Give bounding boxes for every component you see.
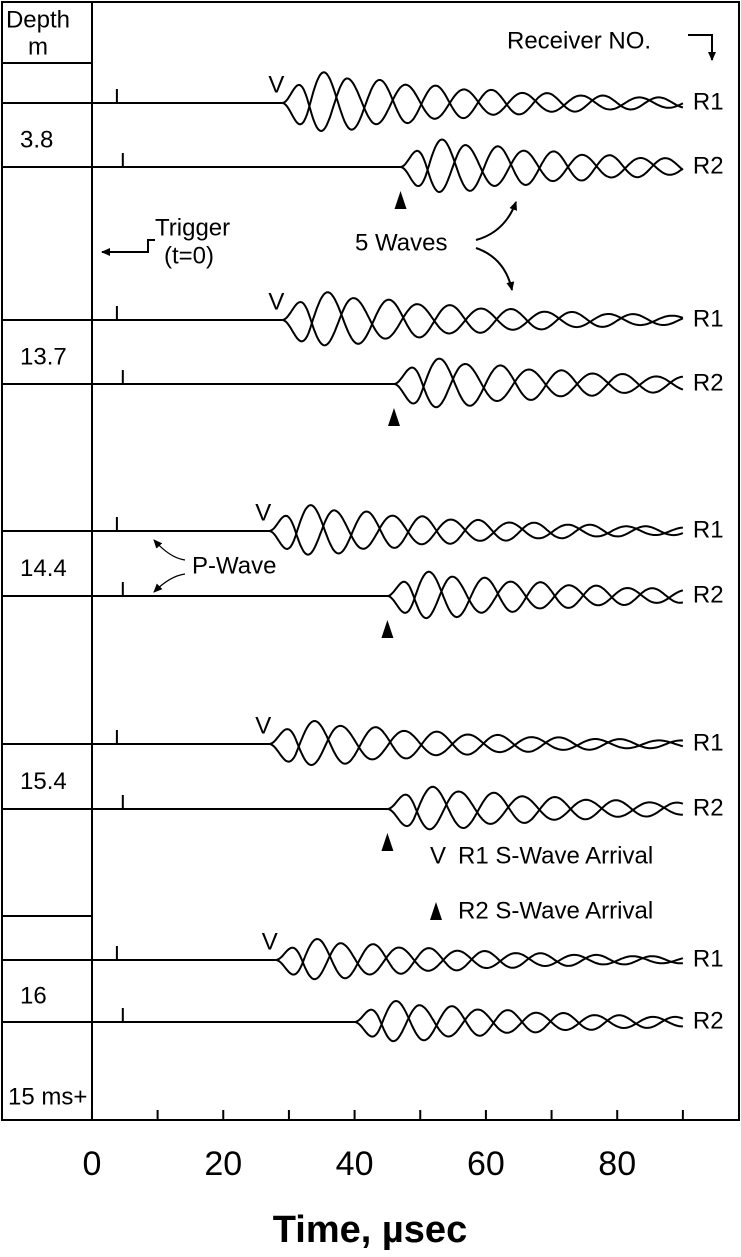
receiver-label: R1 <box>693 729 724 756</box>
receiver-label: R2 <box>693 581 724 608</box>
x-tick-label: 20 <box>204 1145 242 1183</box>
p-wave-label: P-Wave <box>192 552 276 579</box>
x-tick-label: 80 <box>598 1145 636 1183</box>
waveform <box>400 144 684 194</box>
receiver-label: R2 <box>693 794 724 821</box>
r1-arrival-symbol: V <box>268 71 284 98</box>
r2-arrival-marker <box>394 191 407 209</box>
legend-label: R2 S-Wave Arrival <box>458 897 653 924</box>
x-tick-label: 40 <box>336 1145 374 1183</box>
depth-label: Depth <box>6 6 70 33</box>
waveform <box>275 942 684 981</box>
legend-symbol <box>430 902 442 920</box>
receiver-label: R2 <box>693 1007 724 1034</box>
r1-arrival-symbol: V <box>262 928 278 955</box>
waveform <box>354 999 684 1042</box>
r2-arrival-marker <box>387 408 400 426</box>
trigger-sub: (t=0) <box>164 242 214 269</box>
waveform <box>387 575 684 620</box>
receiver-label: R1 <box>693 305 724 332</box>
receiver-label: Receiver NO. <box>507 27 651 54</box>
p-wave-arrow <box>153 573 186 593</box>
waveform <box>268 504 684 555</box>
receiver-label: R1 <box>693 945 724 972</box>
r2-arrival-marker <box>381 833 394 851</box>
waveform <box>268 509 683 556</box>
x-axis-title: Time, µsec <box>273 1209 467 1251</box>
waveform <box>393 362 684 409</box>
depth-value: 3.8 <box>20 126 53 153</box>
waveform <box>282 71 684 131</box>
r1-arrival-symbol: V <box>255 499 271 526</box>
r1-arrival-symbol: V <box>255 712 271 739</box>
r1-arrival-symbol: V <box>268 288 284 315</box>
receiver-label: R2 <box>693 369 724 396</box>
plot-frame <box>1 1 740 1121</box>
trigger-arrow <box>101 239 155 256</box>
depth-value: 15.4 <box>20 768 67 795</box>
waves-arrow <box>475 247 515 291</box>
waveform <box>269 724 684 767</box>
p-wave-arrow <box>153 539 186 561</box>
waveform <box>269 719 683 765</box>
waves-arrow <box>475 201 517 241</box>
receiver-arrow <box>688 34 716 61</box>
waveform <box>387 570 684 619</box>
r2-arrival-marker <box>381 620 394 638</box>
waveform <box>354 1004 683 1043</box>
waveform <box>282 297 684 347</box>
waveform <box>400 138 684 192</box>
trigger-label: Trigger <box>155 214 230 241</box>
depth-value: 14.4 <box>20 555 67 582</box>
waveform <box>393 357 684 407</box>
waveform <box>282 291 684 345</box>
x-tick-label: 0 <box>82 1145 101 1183</box>
depth-unit: m <box>28 33 48 60</box>
x-tick-label: 60 <box>467 1145 505 1183</box>
depth-value: 13.7 <box>20 343 67 370</box>
receiver-label: R1 <box>693 88 724 115</box>
receiver-label: R1 <box>693 516 724 543</box>
receiver-label: R2 <box>693 152 724 179</box>
waves-label: 5 Waves <box>355 229 447 256</box>
waveform <box>387 785 684 830</box>
waveform <box>387 790 683 831</box>
legend-symbol: V <box>430 842 446 869</box>
legend-label: R1 S-Wave Arrival <box>458 842 653 869</box>
waveform <box>282 77 684 133</box>
depth-value: 16 <box>20 982 47 1009</box>
offset-label: 15 ms+ <box>8 1083 87 1110</box>
